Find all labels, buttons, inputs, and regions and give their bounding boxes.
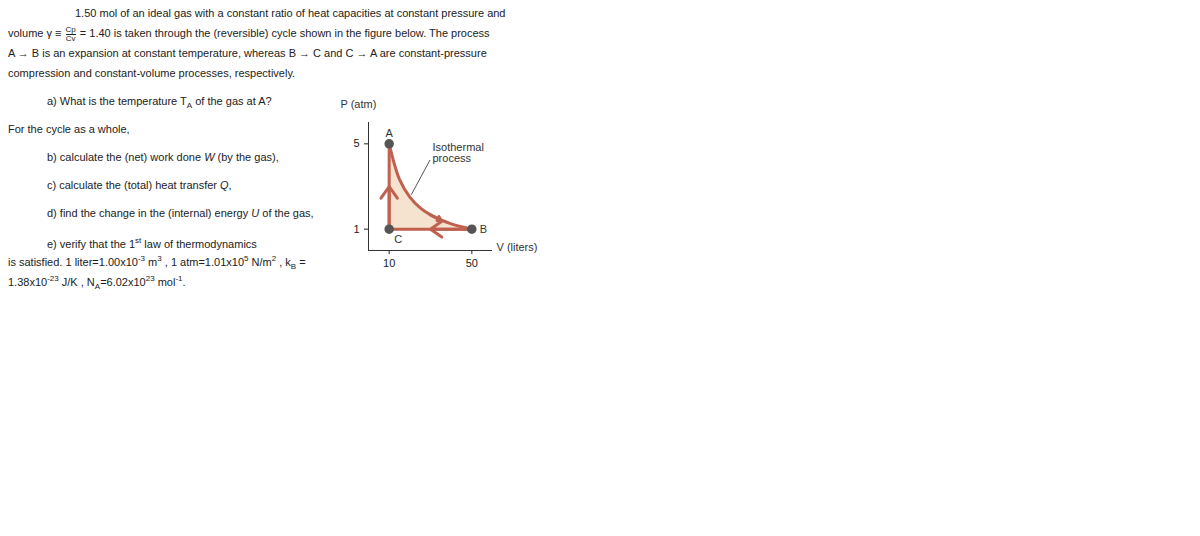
html-text:A → B is an expansion at const: A → B is an expansion at constant temper… xyxy=(8,47,487,59)
html-text:5N/m2, kB=: 5N/m2, kB= xyxy=(244,254,306,271)
svg-text:10: 10 xyxy=(383,257,395,269)
svg-text:V (liters): V (liters) xyxy=(497,241,538,253)
html-text:e) verify that the 1stlaw of t: e) verify that the 1stlaw of thermodynam… xyxy=(47,236,257,250)
svg-text:50: 50 xyxy=(466,257,478,269)
svg-text:C: C xyxy=(394,233,402,245)
html-text:is satisfied. 1 liter=1.00x10-: is satisfied. 1 liter=1.00x10-3m3, 1 atm… xyxy=(8,254,244,268)
html-text:23mol-1.: 23mol-1. xyxy=(145,274,186,288)
html-text:volume γ ≡Cp: volume γ ≡Cp xyxy=(8,25,76,40)
svg-text:A: A xyxy=(385,127,393,139)
html-text:a) What is the temperature TAo: a) What is the temperature TAof the gas … xyxy=(47,95,272,111)
html-text:1.50 mol of an ideal gas with: 1.50 mol of an ideal gas with a constant… xyxy=(75,7,506,19)
svg-text:Isothermalprocess: Isothermalprocess xyxy=(433,141,484,164)
svg-text:1: 1 xyxy=(353,223,359,235)
svg-text:P (atm): P (atm) xyxy=(341,98,377,110)
html-text:d) find the change in the (int: d) find the change in the (internal) ene… xyxy=(47,207,314,219)
html-text:b) calculate the (net) work do: b) calculate the (net) work done W (by t… xyxy=(47,151,279,163)
html-text:1.38x10-23J/K , NA=6.02x10: 1.38x10-23J/K , NA=6.02x10 xyxy=(8,274,146,291)
html-text:Cv= 1.40 is taken through the: Cv= 1.40 is taken through the (reversibl… xyxy=(65,27,490,43)
html-text:c) calculate the (total) heat: c) calculate the (total) heat transfer Q… xyxy=(47,179,232,191)
html-text:For the cycle as a whole,: For the cycle as a whole, xyxy=(8,123,130,135)
html-text:compression and constant-volum: compression and constant-volume processe… xyxy=(8,67,296,79)
svg-text:B: B xyxy=(480,223,487,235)
svg-text:5: 5 xyxy=(353,137,359,149)
